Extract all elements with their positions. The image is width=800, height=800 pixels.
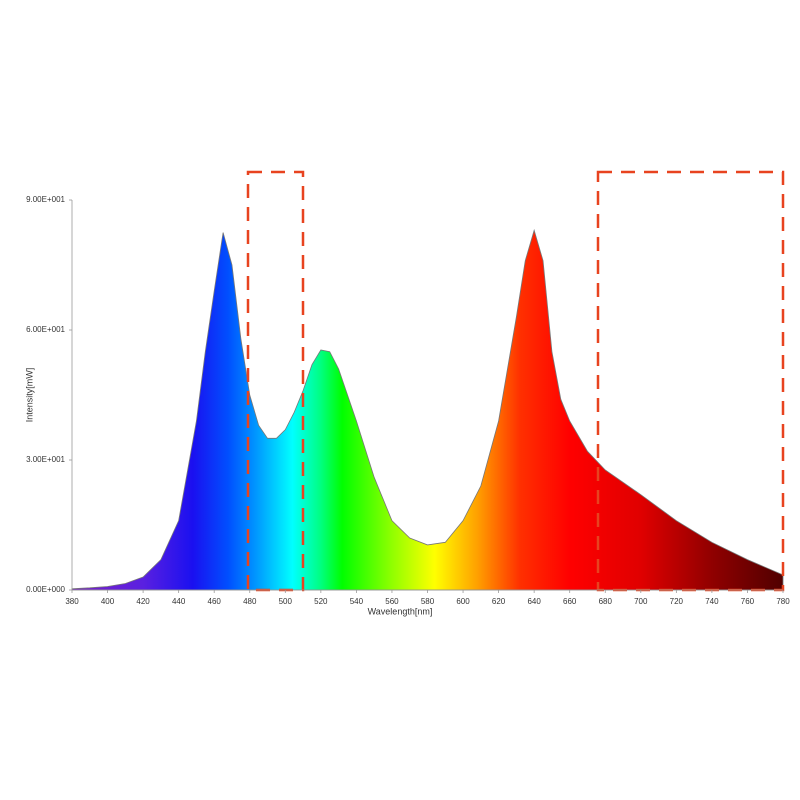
x-tick-label: 680 bbox=[599, 597, 613, 606]
x-tick-label: 580 bbox=[421, 597, 435, 606]
x-tick-label: 400 bbox=[101, 597, 115, 606]
y-tick-label: 6.00E+001 bbox=[26, 325, 65, 334]
x-tick-label: 600 bbox=[456, 597, 470, 606]
x-tick-label: 480 bbox=[243, 597, 257, 606]
y-tick-label: 3.00E+001 bbox=[26, 455, 65, 464]
x-tick-label: 780 bbox=[776, 597, 790, 606]
x-tick-label: 640 bbox=[527, 597, 541, 606]
y-tick-label: 9.00E+001 bbox=[26, 195, 65, 204]
x-tick-label: 620 bbox=[492, 597, 506, 606]
x-tick-label: 760 bbox=[741, 597, 755, 606]
x-tick-label: 720 bbox=[670, 597, 684, 606]
highlight-box bbox=[246, 170, 305, 592]
spectrum-area bbox=[71, 228, 784, 591]
x-axis-title: Wavelength[nm] bbox=[368, 606, 433, 616]
plot-area bbox=[71, 228, 784, 591]
x-tick-label: 560 bbox=[385, 597, 399, 606]
x-tick-label: 500 bbox=[279, 597, 293, 606]
x-tick-label: 380 bbox=[65, 597, 79, 606]
x-tick-label: 440 bbox=[172, 597, 186, 606]
x-tick-label: 420 bbox=[136, 597, 150, 606]
y-tick-label: 0.00E+000 bbox=[26, 585, 65, 594]
x-tick-label: 460 bbox=[208, 597, 222, 606]
y-axis-title: Intensity[mW] bbox=[24, 368, 34, 423]
x-tick-label: 700 bbox=[634, 597, 648, 606]
x-tick-label: 520 bbox=[314, 597, 328, 606]
x-tick-label: 660 bbox=[563, 597, 577, 606]
x-tick-label: 740 bbox=[705, 597, 719, 606]
x-tick-label: 540 bbox=[350, 597, 364, 606]
